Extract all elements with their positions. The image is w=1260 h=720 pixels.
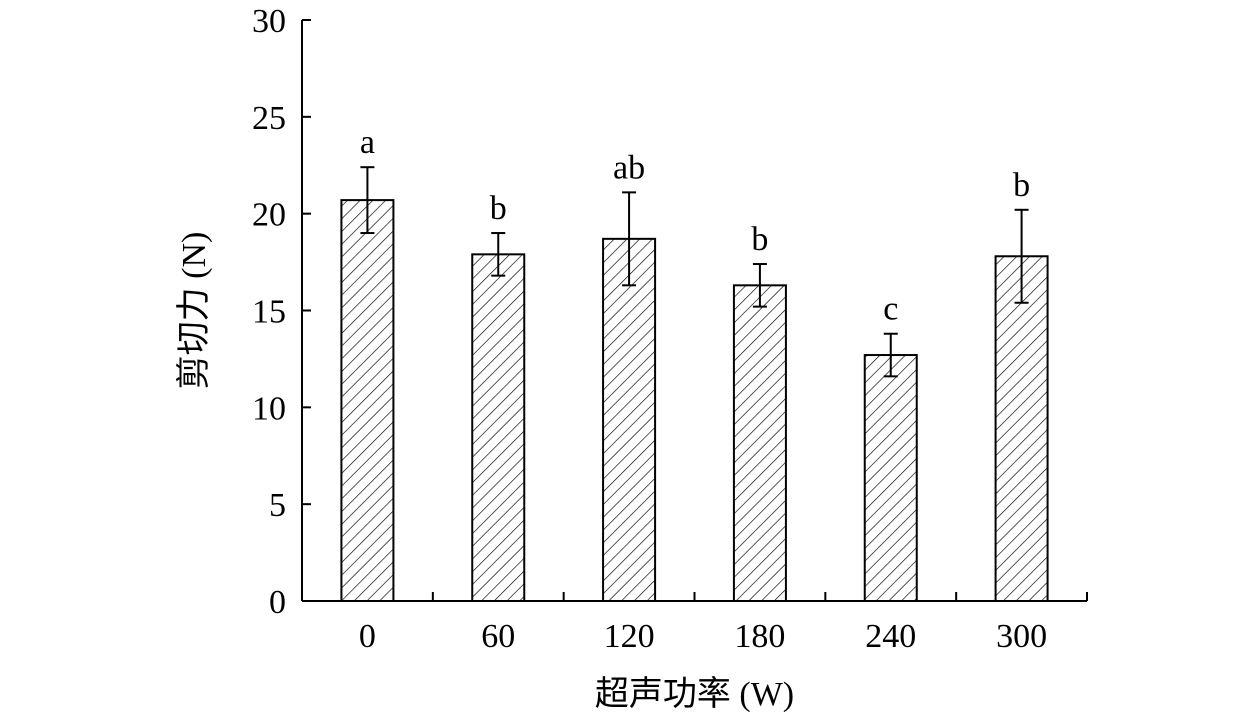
y-tick-label: 5 (269, 487, 286, 524)
y-axis-title: 剪切力 (N) (175, 232, 213, 390)
significance-letter: ab (613, 149, 645, 186)
x-tick-label: 120 (604, 618, 655, 655)
y-tick-label: 20 (252, 197, 286, 234)
bar (471, 253, 526, 602)
axes (301, 20, 1087, 602)
x-axis-ticks: 0 60 120 180 240 300 (359, 592, 1088, 655)
bar (340, 199, 395, 603)
significance-letter: b (751, 221, 768, 258)
x-tick-label: 60 (481, 618, 515, 655)
y-tick-label: 10 (252, 390, 286, 427)
y-tick-label: 25 (252, 100, 286, 137)
y-tick-label: 30 (252, 3, 286, 40)
significance-letter: b (1013, 167, 1030, 204)
y-tick-label: 15 (252, 294, 286, 331)
y-tick-label: 0 (269, 584, 286, 621)
error-bar (360, 166, 375, 235)
bar (994, 255, 1049, 602)
y-axis-ticks: 0 5 10 15 20 25 30 (252, 3, 311, 621)
error-bar (1014, 208, 1029, 304)
x-tick-label: 300 (996, 618, 1047, 655)
error-bar (883, 332, 898, 378)
x-tick-label: 0 (359, 618, 376, 655)
x-axis-title: 超声功率 (W) (595, 675, 794, 713)
error-bars (360, 166, 1029, 378)
bar (732, 284, 787, 602)
x-tick-label: 240 (865, 618, 916, 655)
error-bar (622, 191, 637, 287)
bar (602, 237, 657, 603)
significance-letter: b (490, 190, 507, 227)
error-bar (752, 263, 767, 308)
x-tick-label: 180 (734, 618, 785, 655)
significance-letter: a (360, 124, 375, 161)
significance-letter: c (883, 291, 898, 328)
bar-series (340, 199, 1049, 603)
bar (863, 354, 918, 602)
error-bar (491, 232, 506, 277)
